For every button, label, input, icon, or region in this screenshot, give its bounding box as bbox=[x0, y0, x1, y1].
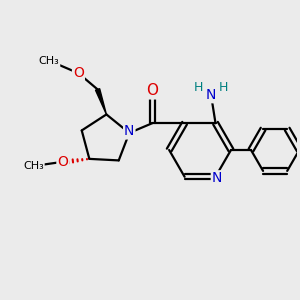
Text: O: O bbox=[146, 83, 158, 98]
Text: O: O bbox=[57, 155, 68, 169]
Text: N: N bbox=[212, 171, 222, 185]
Text: N: N bbox=[124, 124, 134, 139]
Text: H: H bbox=[194, 80, 203, 94]
Text: O: O bbox=[73, 66, 84, 80]
Text: H: H bbox=[219, 80, 228, 94]
Text: N: N bbox=[206, 88, 216, 102]
Text: CH₃: CH₃ bbox=[23, 161, 44, 171]
Text: CH₃: CH₃ bbox=[39, 56, 59, 66]
Polygon shape bbox=[95, 89, 106, 114]
